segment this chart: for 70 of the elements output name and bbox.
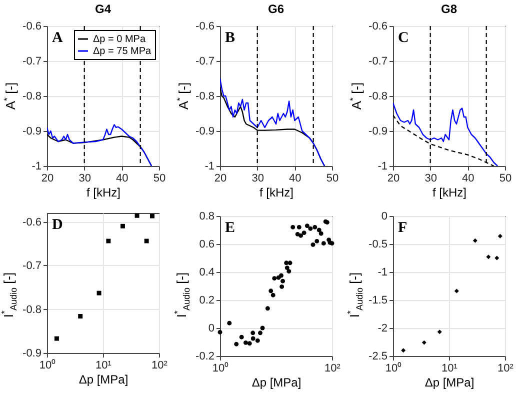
y-tick-label: 0.8 (199, 210, 214, 222)
y-tick-label: -0.9 (368, 125, 388, 137)
x-axis-title: Δp [MPa] (252, 376, 302, 390)
y-tick-label: -1 (378, 266, 388, 278)
x-axis-title: Δp [MPa] (78, 372, 128, 386)
line-series (47, 124, 152, 166)
x-tick-label: 10⁰ (212, 362, 229, 374)
x-tick-label: 40 (289, 172, 302, 184)
y-tick-label: -0.8 (368, 90, 388, 102)
y-tick-label: -0.7 (22, 55, 42, 67)
annotation: D (52, 217, 63, 233)
x-tick-label: 10² (498, 362, 514, 374)
x-tick-label: 10² (152, 360, 168, 372)
annotation: A (52, 30, 63, 46)
x-tick-label: 10⁰ (39, 358, 56, 372)
x-tick-label: 10¹ (442, 362, 458, 374)
y-tick-label: -2 (378, 322, 388, 334)
annotation: C (398, 30, 409, 46)
y-tick-label: -0.7 (22, 260, 42, 272)
y-tick-label: 0 (381, 210, 388, 222)
y-tick-label: -0.9 (22, 348, 42, 360)
y-tick-label: -0.7 (196, 55, 214, 67)
y-tick-label: -0.6 (22, 216, 42, 228)
y-tick-label: -0.7 (368, 55, 388, 67)
x-tick-label: 10⁰ (385, 362, 402, 374)
x-tick-label: 40 (116, 172, 128, 184)
chart-title: G6 (268, 2, 284, 16)
x-tick-label: 20 (41, 172, 54, 184)
y-tick-label: -0.8 (22, 90, 42, 102)
y-tick-label: -1 (204, 160, 214, 172)
y-tick-label: 0.2 (199, 294, 214, 306)
y-tick-label: -0.6 (22, 20, 42, 32)
y-tick-label: -1.5 (368, 294, 388, 306)
x-tick-label: 10² (324, 362, 341, 374)
y-tick-label: -0.9 (196, 125, 214, 137)
x-tick-label: 30 (424, 172, 437, 184)
y-tick-label: -0.8 (196, 90, 214, 102)
annotation: B (225, 30, 236, 46)
y-tick-label: -1 (32, 160, 42, 172)
legend-label: Δp = 75 MPa (93, 46, 152, 56)
y-tick-label: -0.5 (368, 238, 388, 250)
y-tick-label: -0.6 (196, 20, 214, 32)
line-series (393, 102, 498, 166)
chart-title: G8 (440, 2, 458, 16)
x-tick-label: 30 (252, 172, 264, 184)
chart-title: G4 (94, 2, 112, 16)
y-tick-label: 0.4 (199, 266, 214, 278)
y-tick-label: -0.9 (22, 125, 42, 137)
y-tick-label: -0.2 (196, 350, 214, 362)
x-tick-label: 50 (326, 172, 339, 184)
x-tick-label: 50 (499, 172, 512, 184)
x-tick-label: 20 (214, 172, 227, 184)
x-tick-label: 40 (462, 172, 474, 184)
x-tick-label: 50 (153, 172, 166, 184)
legend-label: Δp = 0 MPa (93, 34, 146, 44)
x-axis-title: Δp [MPa] (424, 376, 474, 390)
annotation: F (398, 220, 408, 236)
x-tick-label: 10¹ (96, 360, 112, 372)
y-tick-label: 0 (208, 322, 214, 334)
y-tick-label: -2.5 (368, 350, 388, 362)
y-tick-label: 0.6 (199, 238, 214, 250)
y-tick-label: -0.8 (22, 304, 42, 316)
x-axis-title: f [kHz] (259, 185, 294, 199)
x-tick-label: 30 (78, 172, 91, 184)
x-tick-label: 20 (387, 172, 400, 184)
y-tick-label: -0.6 (368, 20, 388, 32)
x-axis-title: f [kHz] (432, 185, 467, 199)
x-axis-title: f [kHz] (86, 185, 121, 199)
y-tick-label: -1 (378, 160, 388, 172)
annotation: E (225, 220, 236, 236)
